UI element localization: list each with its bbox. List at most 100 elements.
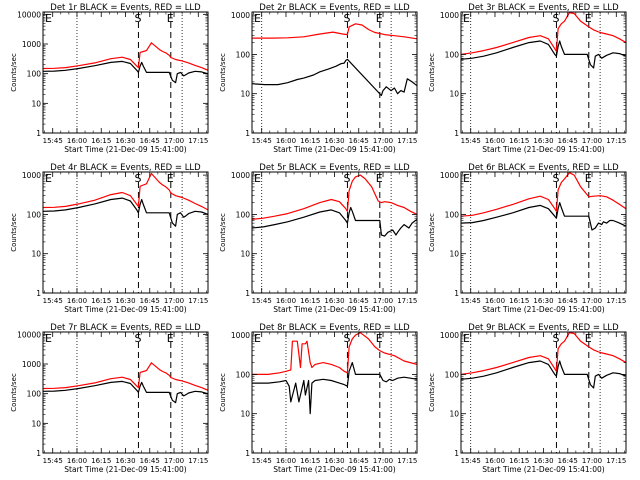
x-tick-label: 16:45: [349, 137, 369, 145]
x-tick-label: 16:00: [67, 297, 87, 305]
x-tick-label: 17:00: [582, 297, 602, 305]
series-line-black-events: [461, 40, 626, 69]
y-tick-label: 10: [31, 250, 41, 259]
x-tick-label: 16:45: [558, 137, 578, 145]
plot-frame: [251, 331, 418, 454]
x-axis-label: Start Time (21-Dec-09 15:41:00): [64, 145, 186, 154]
series-line-red-lld: [43, 172, 208, 211]
x-tick-label: 16:00: [485, 137, 505, 145]
x-tick-label: 17:00: [582, 457, 602, 465]
x-tick-label: 16:30: [324, 457, 344, 465]
series-group: [43, 362, 208, 404]
x-tick-label: 17:00: [373, 457, 393, 465]
series-line-red-lld: [461, 172, 626, 217]
x-tick-label: 16:15: [91, 457, 111, 465]
y-axis-label: Counts/sec: [428, 213, 436, 252]
x-tick-label: 16:45: [140, 297, 160, 305]
marker-label-s: S: [134, 12, 141, 25]
x-tick-label: 16:45: [558, 297, 578, 305]
plot-frame: [42, 171, 209, 294]
marker-label-s: S: [343, 12, 350, 25]
x-tick-label: 16:30: [324, 137, 344, 145]
series-line-black-events: [43, 60, 208, 84]
y-tick-label: 100: [236, 210, 251, 219]
marker-label-s: S: [552, 172, 559, 185]
x-tick-label: 15:45: [252, 457, 272, 465]
x-tick-label: 15:45: [461, 457, 481, 465]
y-axis-label: Counts/sec: [10, 373, 18, 412]
y-tick-label: 1: [36, 129, 41, 138]
x-tick-label: 15:45: [43, 457, 63, 465]
x-tick-label: 16:30: [533, 457, 553, 465]
x-tick-label: 16:45: [349, 297, 369, 305]
series-group: [461, 172, 626, 231]
y-tick-label: 100: [236, 50, 251, 59]
x-tick-label: 16:30: [533, 137, 553, 145]
y-tick-label: 10000: [17, 10, 41, 19]
chart-title: Det 8r BLACK = Events, RED = LLD: [259, 323, 410, 333]
y-axis-label: Counts/sec: [10, 53, 18, 92]
y-tick-label: 1: [245, 289, 250, 298]
chart-title: Det 6r BLACK = Events, RED = LLD: [468, 163, 619, 173]
marker-label-e-corner: E: [45, 12, 52, 25]
y-tick-label: 1: [454, 129, 459, 138]
series-group: [461, 332, 626, 389]
y-tick-label: 1000: [440, 171, 459, 180]
y-tick-label: 10: [449, 410, 459, 419]
x-tick-label: 16:00: [67, 457, 87, 465]
x-tick-label: 17:00: [164, 137, 184, 145]
marker-label-e-corner: E: [254, 12, 261, 25]
marker-label-e-corner: E: [463, 12, 470, 25]
x-tick-label: 16:15: [509, 297, 529, 305]
y-tick-label: 1000: [231, 331, 250, 340]
y-tick-label: 10: [240, 250, 250, 259]
marker-label-e: E: [167, 332, 174, 345]
x-axis-label: Start Time (21-Dec-09 15:41:00): [273, 465, 395, 474]
x-axis-label: Start Time (21-Dec-09 15:41:00): [273, 145, 395, 154]
series-line-black-events: [461, 360, 626, 389]
y-tick-label: 1000: [440, 11, 459, 20]
y-tick-label: 10: [31, 419, 41, 428]
plot-frame: [460, 171, 627, 294]
x-tick-label: 16:30: [533, 297, 553, 305]
marker-label-e: E: [585, 172, 592, 185]
x-axis-label: Start Time (21-Dec-09 15:41:00): [64, 305, 186, 314]
x-tick-label: 17:15: [397, 457, 417, 465]
marker-label-e: E: [585, 12, 592, 25]
series-line-red-lld: [461, 12, 626, 55]
x-tick-label: 16:00: [485, 457, 505, 465]
x-tick-label: 16:30: [115, 137, 135, 145]
marker-label-e: E: [167, 172, 174, 185]
series-line-black-events: [43, 197, 208, 227]
y-tick-label: 1000: [22, 171, 41, 180]
y-tick-label: 100: [236, 370, 251, 379]
x-tick-label: 16:30: [115, 457, 135, 465]
x-tick-label: 17:15: [606, 297, 626, 305]
x-tick-label: 17:00: [373, 297, 393, 305]
x-tick-label: 16:15: [509, 457, 529, 465]
series-line-black-events: [252, 58, 417, 97]
x-tick-label: 17:15: [397, 137, 417, 145]
y-axis-label: Counts/sec: [428, 373, 436, 412]
series-line-red-lld: [43, 362, 208, 391]
marker-label-s: S: [552, 12, 559, 25]
x-tick-label: 16:00: [67, 137, 87, 145]
x-tick-label: 16:45: [349, 457, 369, 465]
y-tick-label: 100: [445, 210, 460, 219]
x-tick-label: 16:15: [300, 457, 320, 465]
y-tick-label: 1: [245, 129, 250, 138]
y-tick-label: 1000: [22, 360, 41, 369]
series-line-black-events: [252, 362, 417, 415]
series-line-red-lld: [252, 23, 417, 40]
marker-label-e: E: [376, 332, 383, 345]
marker-label-s: S: [552, 332, 559, 345]
y-tick-label: 1000: [231, 171, 250, 180]
y-tick-label: 10: [449, 250, 459, 259]
chart-title: Det 1r BLACK = Events, RED = LLD: [50, 3, 201, 13]
